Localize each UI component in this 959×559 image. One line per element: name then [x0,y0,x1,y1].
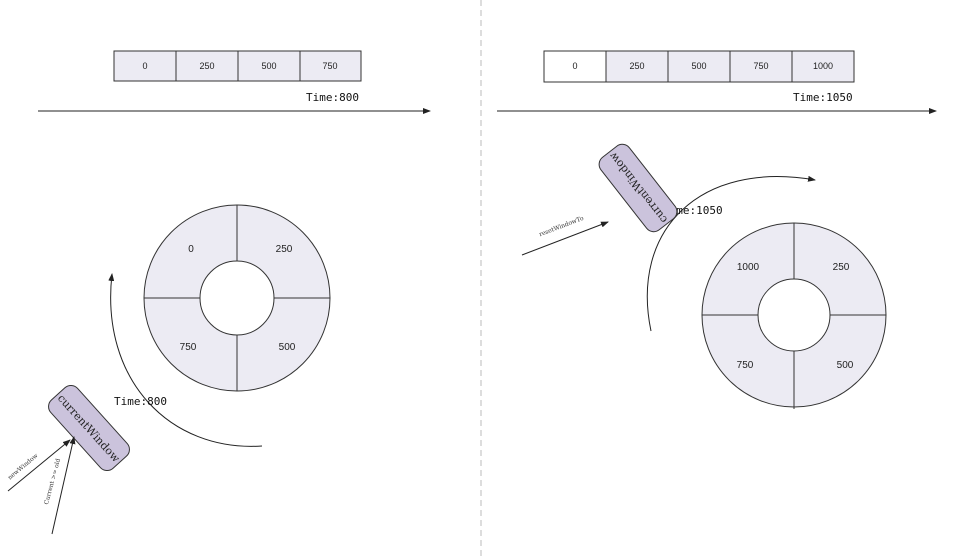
left-bucket-cell [299,50,362,82]
left-bucket-cell [175,50,239,82]
right-ring-hole [757,278,831,352]
left-bucket-cell [113,50,177,82]
right-bucket-row: 0 250 500 750 1000 [543,50,855,83]
right-reset-window-label: resetWindowTo [538,215,585,239]
left-rotation-arc [108,273,263,447]
right-ring-label-top-left: 1000 [737,262,760,273]
right-bucket-label: 250 [629,61,644,71]
left-panel: 0 250 500 750 Time:800 0 250 750 500 Tim… [7,50,431,535]
right-bucket-label: 1000 [813,61,833,71]
left-bucket-row: 0 250 500 750 [113,50,362,82]
left-new-window-label: newWindow [7,452,40,482]
right-current-window: currentWindow [598,143,678,233]
right-bucket-cell [729,50,793,83]
left-ring-label-top-left: 0 [188,244,194,255]
left-ring-label-top-right: 250 [276,244,293,255]
left-ring-label-bottom-left: 750 [180,342,197,353]
left-bucket-label: 750 [322,61,337,71]
right-ring-label-bottom-left: 750 [737,360,754,371]
right-bucket-cell [543,50,607,83]
right-bucket-label: 750 [753,61,768,71]
left-bucket-cell [237,50,301,82]
right-bucket-cell [791,50,855,83]
right-arc-label: Time:1050 [663,204,723,217]
right-bucket-label: 500 [691,61,706,71]
right-reset-window-arrow [521,221,609,256]
left-arc-label: Time:800 [114,395,167,408]
left-ring: 0 250 750 500 [143,204,331,392]
left-condition-label: Current >= old [43,458,62,506]
right-ring-label-bottom-right: 500 [837,360,854,371]
left-ring-label-bottom-right: 500 [279,342,296,353]
left-timeline-label: Time:800 [306,91,359,104]
right-bucket-label: 0 [572,61,577,71]
left-bucket-label: 500 [261,61,276,71]
right-ring-label-top-right: 250 [833,262,850,273]
left-new-window-arrow [7,439,71,492]
left-condition-arrow [51,436,76,535]
right-panel: 0 250 500 750 1000 Time:1050 1000 250 75… [497,50,937,409]
right-bucket-cell [667,50,731,83]
right-timeline-label: Time:1050 [793,91,853,104]
left-ring-hole [199,260,275,336]
right-ring: 1000 250 750 500 [701,222,887,409]
right-rotation-arc [646,175,816,332]
right-bucket-cell [605,50,669,83]
left-bucket-label: 0 [142,61,147,71]
left-bucket-label: 250 [199,61,214,71]
